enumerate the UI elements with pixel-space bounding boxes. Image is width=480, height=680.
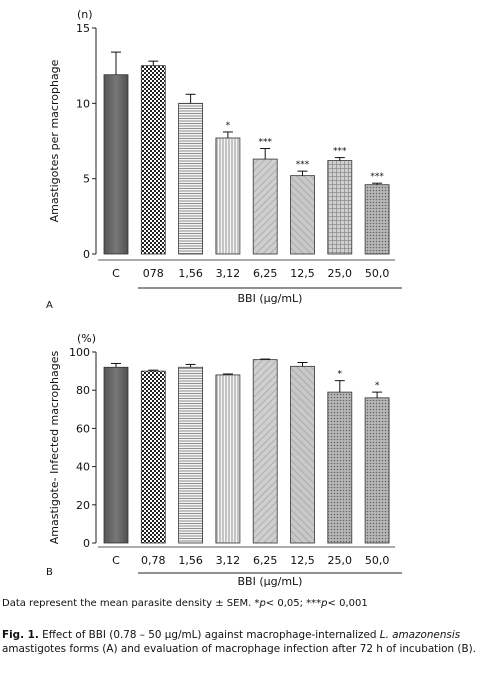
chart-a: 0 5 10 15(n) Amastigotes per macrophage C 078 1… bbox=[48, 8, 402, 305]
y-tick-label: 5 bbox=[83, 173, 90, 186]
y-unit-label: (%) bbox=[77, 332, 96, 345]
significance-marker: * bbox=[338, 370, 343, 380]
category-label: 3,12 bbox=[216, 267, 241, 280]
category-label: 50,0 bbox=[365, 554, 390, 567]
significance-marker: *** bbox=[296, 160, 310, 170]
significance-marker: *** bbox=[370, 172, 384, 182]
bar bbox=[327, 391, 353, 544]
data-note: Data represent the mean parasite density… bbox=[2, 597, 478, 610]
bar bbox=[215, 137, 241, 255]
bar bbox=[140, 65, 166, 255]
caption-text-1: Effect of BBI (0.78 – 50 µg/mL) against … bbox=[38, 629, 380, 641]
caption-text-2: amastigotes forms (A) and evaluation of … bbox=[2, 643, 476, 655]
category-label: 6,25 bbox=[253, 267, 278, 280]
caption-species: L. amazonensis bbox=[379, 629, 461, 641]
bar bbox=[252, 359, 278, 544]
category-label: 12,5 bbox=[290, 554, 315, 567]
category-label: 078 bbox=[143, 267, 164, 280]
bar bbox=[327, 160, 353, 255]
bar bbox=[290, 175, 315, 255]
category-label: 1,56 bbox=[178, 267, 203, 280]
bar bbox=[290, 365, 315, 544]
category-label: 6,25 bbox=[253, 554, 278, 567]
category-label: 0,78 bbox=[141, 554, 166, 567]
note-p1: p bbox=[259, 598, 266, 609]
y-tick-label: 40 bbox=[76, 461, 90, 474]
category-label: 3,12 bbox=[216, 554, 241, 567]
note-p2: p bbox=[321, 598, 328, 609]
y-tick-label: 10 bbox=[76, 97, 90, 110]
y-axis-label: Amastigotes per macrophage bbox=[48, 59, 61, 222]
x-axis-label: BBI (µg/mL) bbox=[238, 575, 303, 588]
significance-marker: *** bbox=[333, 147, 347, 157]
y-axis-label: Amastigote- Infected macrophages bbox=[48, 350, 61, 544]
significance-marker: *** bbox=[258, 138, 272, 148]
y-tick-label: 20 bbox=[76, 499, 90, 512]
panel-letter-b: B bbox=[46, 567, 53, 578]
y-tick-label: 100 bbox=[69, 346, 90, 359]
bar bbox=[140, 370, 166, 544]
bar bbox=[178, 366, 204, 544]
note-text-mid: < 0,05; *** bbox=[265, 598, 322, 609]
category-label: C bbox=[112, 554, 120, 567]
bar bbox=[103, 74, 129, 255]
category-label: 1,56 bbox=[178, 554, 203, 567]
category-label: 50,0 bbox=[365, 267, 390, 280]
figure-caption: Fig. 1. Effect of BBI (0.78 – 50 µg/mL) … bbox=[2, 628, 478, 656]
panel-letter-a: A bbox=[46, 300, 53, 311]
y-tick-label: 60 bbox=[76, 422, 90, 435]
y-unit-label: (n) bbox=[77, 8, 93, 21]
figure: 0 5 10 15(n) Amastigotes per macrophage C 078 1… bbox=[48, 8, 402, 588]
category-label: 12,5 bbox=[290, 267, 315, 280]
category-label: C bbox=[112, 267, 120, 280]
bar bbox=[103, 366, 129, 544]
y-tick-label: 15 bbox=[76, 22, 90, 35]
bar bbox=[215, 374, 241, 544]
significance-marker: * bbox=[226, 121, 231, 131]
bar bbox=[364, 397, 390, 544]
bar bbox=[252, 158, 278, 255]
y-tick-label: 0 bbox=[83, 248, 90, 261]
caption-label: Fig. 1. bbox=[2, 629, 39, 641]
bar bbox=[364, 184, 390, 255]
y-tick-label: 0 bbox=[83, 537, 90, 550]
x-axis-label: BBI (µg/mL) bbox=[238, 292, 303, 305]
significance-marker: * bbox=[375, 381, 380, 391]
y-tick-label: 80 bbox=[76, 384, 90, 397]
note-text-before: Data represent the mean parasite density… bbox=[2, 598, 260, 609]
note-text-after: < 0,001 bbox=[327, 598, 368, 609]
category-label: 25,0 bbox=[328, 267, 353, 280]
category-label: 25,0 bbox=[328, 554, 353, 567]
chart-b: 0 20 40 60 80 100(%) Amastigote- Infected macr… bbox=[48, 332, 402, 588]
bar bbox=[178, 102, 204, 255]
